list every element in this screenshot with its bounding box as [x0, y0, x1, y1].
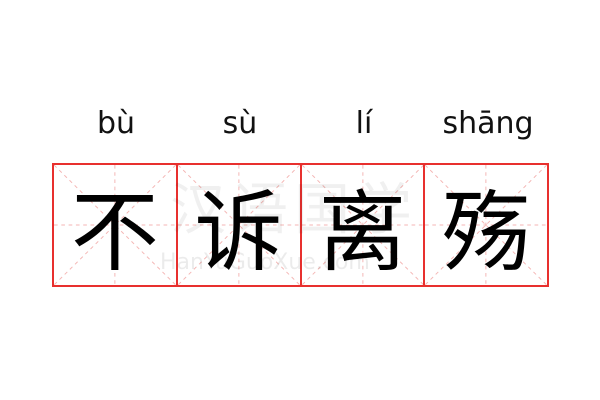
char-cell-1: 不 — [54, 165, 178, 285]
guide-lines — [177, 165, 300, 285]
watermark-url: HanYuGuoXue.com — [160, 250, 370, 275]
character-4: 殇 — [442, 180, 531, 284]
guide-lines — [54, 165, 176, 285]
character-3: 离 — [318, 180, 407, 284]
char-cell-2: 诉 — [177, 165, 302, 285]
character-1: 不 — [70, 180, 159, 284]
char-cell-3: 离 — [301, 165, 426, 285]
char-cell-4: 殇 — [425, 165, 547, 285]
pinyin-1: bù — [96, 106, 136, 141]
pinyin-2: sù — [222, 106, 258, 141]
guide-lines — [425, 165, 547, 285]
pinyin-4: shāng — [442, 106, 534, 141]
guide-lines — [301, 165, 424, 285]
character-2: 诉 — [194, 180, 283, 284]
character-grid: 不 诉 离 殇 — [52, 163, 549, 287]
watermark-logo: 汉语国学 — [170, 178, 418, 243]
pinyin-3: lí — [355, 106, 373, 141]
